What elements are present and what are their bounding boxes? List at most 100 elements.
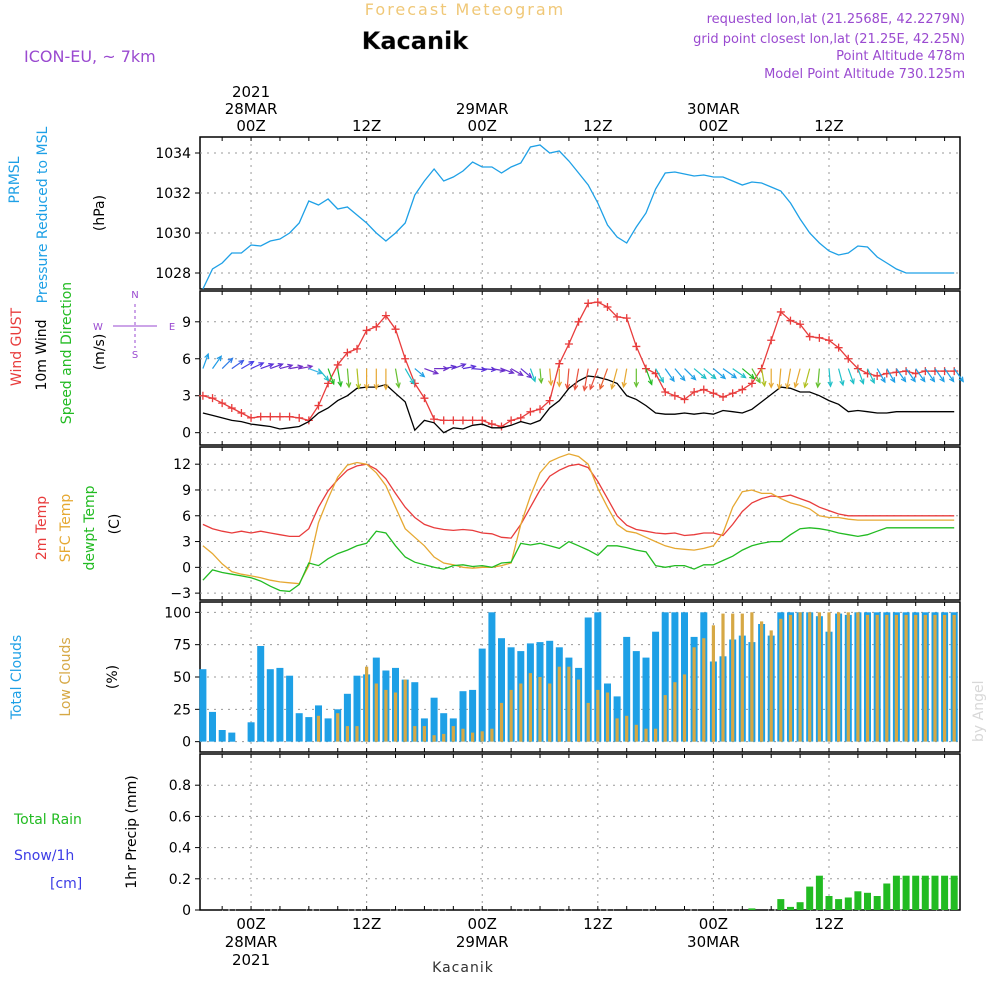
wind-arrow <box>915 368 926 382</box>
rain-bar <box>806 886 814 910</box>
wind-arrow-head <box>268 363 275 369</box>
gust-marker <box>574 317 583 326</box>
temp-tick-label: 6 <box>182 509 191 525</box>
rain-bar <box>835 899 843 910</box>
wind-arrow <box>732 368 746 379</box>
wind-arrow <box>674 368 686 381</box>
footer-label: Kacanik <box>432 960 494 976</box>
low-cloud-bar <box>952 614 956 742</box>
gust-marker <box>719 392 728 401</box>
bottom-time-label: 29MAR <box>456 933 509 951</box>
low-cloud-bar <box>461 728 465 742</box>
wind-arrow <box>622 368 628 388</box>
watermark: by Angel <box>971 681 987 742</box>
wind-arrow <box>289 365 303 370</box>
wind-arrow <box>327 368 335 385</box>
gust-marker <box>333 360 342 369</box>
top-time-label: 28MAR <box>225 100 278 118</box>
gust-marker <box>728 389 737 398</box>
bottom-time-label: 12Z <box>583 915 612 933</box>
wind-arrow <box>491 368 505 372</box>
wind-tick-label: 9 <box>182 315 191 331</box>
wind-labels: Wind GUST 10m Wind Speed and Direction (m/s… <box>9 282 108 424</box>
rain-bar <box>921 875 929 910</box>
top-time-label: 00Z <box>236 117 265 135</box>
wind-arrow <box>318 368 329 381</box>
precip-tick-label: 0.6 <box>169 809 191 825</box>
chart-title: Kacanik <box>362 27 470 55</box>
precip-frame <box>199 753 961 911</box>
total-cloud-bar <box>430 697 438 742</box>
wind-arrow-head <box>740 372 747 379</box>
temp-line-sfc-temp <box>202 453 955 585</box>
low-cloud-bar <box>374 683 378 742</box>
gust-marker <box>208 394 217 403</box>
total-cloud-bar <box>286 675 294 742</box>
wind-arrow-head <box>869 377 875 385</box>
bottom-time-label: 12Z <box>352 915 381 933</box>
gust-marker <box>449 416 458 425</box>
gust-marker <box>844 354 853 363</box>
precip-panel: Total Rain Snow/1h [cm] 1hr Precip (mm) 0 0.… <box>13 753 961 919</box>
wind-arrow <box>751 368 761 383</box>
wind-tick-label: 0 <box>182 426 191 442</box>
wind-arrow <box>713 368 726 379</box>
low-cloud-bar <box>904 614 908 742</box>
gust-marker <box>304 416 313 425</box>
gust-marker <box>218 399 227 408</box>
gust-marker <box>420 394 429 403</box>
wind-arrow <box>866 368 875 384</box>
low-cloud-bar <box>615 718 619 742</box>
precip-tick-label: 0.8 <box>169 778 191 794</box>
pressure-tick-label: 1034 <box>155 146 191 162</box>
wind-arrow-head <box>526 372 533 379</box>
gust-marker <box>805 332 814 341</box>
model-label: ICON-EU, ~ 7km <box>24 47 156 66</box>
precip-tick-label: 0 <box>182 903 191 919</box>
wind-arrow-head <box>849 378 855 385</box>
wind-arrow <box>231 360 244 370</box>
wind-arrow-head <box>258 362 265 368</box>
wind-arrow <box>539 368 542 383</box>
total-cloud-bar <box>652 631 660 742</box>
gust-marker <box>314 401 323 410</box>
total-cloud-bar <box>411 682 419 742</box>
temp-frame <box>199 446 961 601</box>
wind-arrow <box>404 368 415 385</box>
gust-marker <box>516 413 525 422</box>
wind-arrow <box>684 368 696 381</box>
info-line-3: Point Altitude 478m <box>836 49 965 64</box>
top-time-label: 2021 <box>232 83 270 101</box>
wind-arrow-head <box>538 377 544 385</box>
bottom-time-label: 00Z <box>468 915 497 933</box>
wind-arrow <box>501 368 514 374</box>
gust-marker <box>266 412 275 421</box>
low-cloud-bar <box>336 713 340 742</box>
gust-marker <box>902 367 911 376</box>
temp-label: (C) <box>107 514 123 535</box>
low-cloud-bar <box>605 692 610 742</box>
wind-arrow-head <box>409 378 415 385</box>
wind-arrow <box>221 357 233 370</box>
clouds-label: (%) <box>105 665 121 689</box>
gust-marker <box>487 420 496 429</box>
wind-arrow-head <box>216 355 222 362</box>
low-cloud-bar <box>345 726 349 742</box>
wind-arrow <box>260 363 274 370</box>
gust-marker <box>930 367 939 376</box>
pressure-line-prmsl <box>202 144 955 290</box>
wind-arrow-head <box>929 376 936 383</box>
gust-marker <box>940 367 949 376</box>
wind-arrow-head <box>827 381 833 388</box>
low-cloud-bar <box>875 614 879 742</box>
compass-n: N <box>131 290 138 301</box>
wind-arrow-head <box>890 377 896 384</box>
wind-arrow <box>574 368 580 390</box>
gust-marker <box>622 314 631 323</box>
wind-arrow-head <box>700 373 707 380</box>
wind-arrow <box>804 368 811 388</box>
wind-arrow-head <box>731 373 738 379</box>
rain-bar <box>950 875 958 910</box>
